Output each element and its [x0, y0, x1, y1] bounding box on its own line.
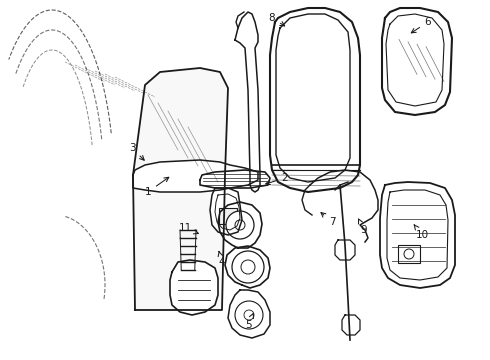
- Polygon shape: [387, 190, 448, 280]
- Circle shape: [244, 310, 254, 320]
- Polygon shape: [342, 315, 360, 335]
- Text: 5: 5: [245, 314, 253, 330]
- Polygon shape: [228, 290, 270, 338]
- Circle shape: [226, 211, 254, 239]
- Polygon shape: [210, 188, 242, 235]
- Polygon shape: [382, 8, 452, 115]
- Polygon shape: [270, 8, 360, 192]
- Text: 3: 3: [129, 143, 144, 160]
- Polygon shape: [386, 14, 444, 106]
- Polygon shape: [335, 240, 355, 260]
- Text: 4: 4: [218, 251, 225, 267]
- Text: 10: 10: [414, 225, 429, 240]
- Polygon shape: [276, 14, 350, 182]
- Polygon shape: [225, 246, 270, 288]
- Circle shape: [241, 260, 255, 274]
- Polygon shape: [215, 194, 240, 230]
- Polygon shape: [380, 182, 455, 288]
- Circle shape: [404, 249, 414, 259]
- Polygon shape: [133, 160, 258, 192]
- Polygon shape: [170, 260, 218, 315]
- Text: 1: 1: [145, 177, 169, 197]
- Polygon shape: [133, 68, 228, 310]
- Circle shape: [232, 251, 264, 283]
- Circle shape: [235, 220, 245, 230]
- Text: 7: 7: [321, 212, 335, 227]
- Text: 8: 8: [269, 13, 285, 26]
- Polygon shape: [235, 12, 260, 192]
- Bar: [219, 208, 237, 224]
- Text: 9: 9: [359, 219, 368, 235]
- Bar: [398, 245, 420, 263]
- Polygon shape: [218, 202, 262, 248]
- Text: 2: 2: [266, 173, 288, 185]
- Text: 6: 6: [411, 17, 431, 33]
- Polygon shape: [200, 170, 270, 188]
- Circle shape: [235, 301, 263, 329]
- Text: 11: 11: [178, 223, 198, 234]
